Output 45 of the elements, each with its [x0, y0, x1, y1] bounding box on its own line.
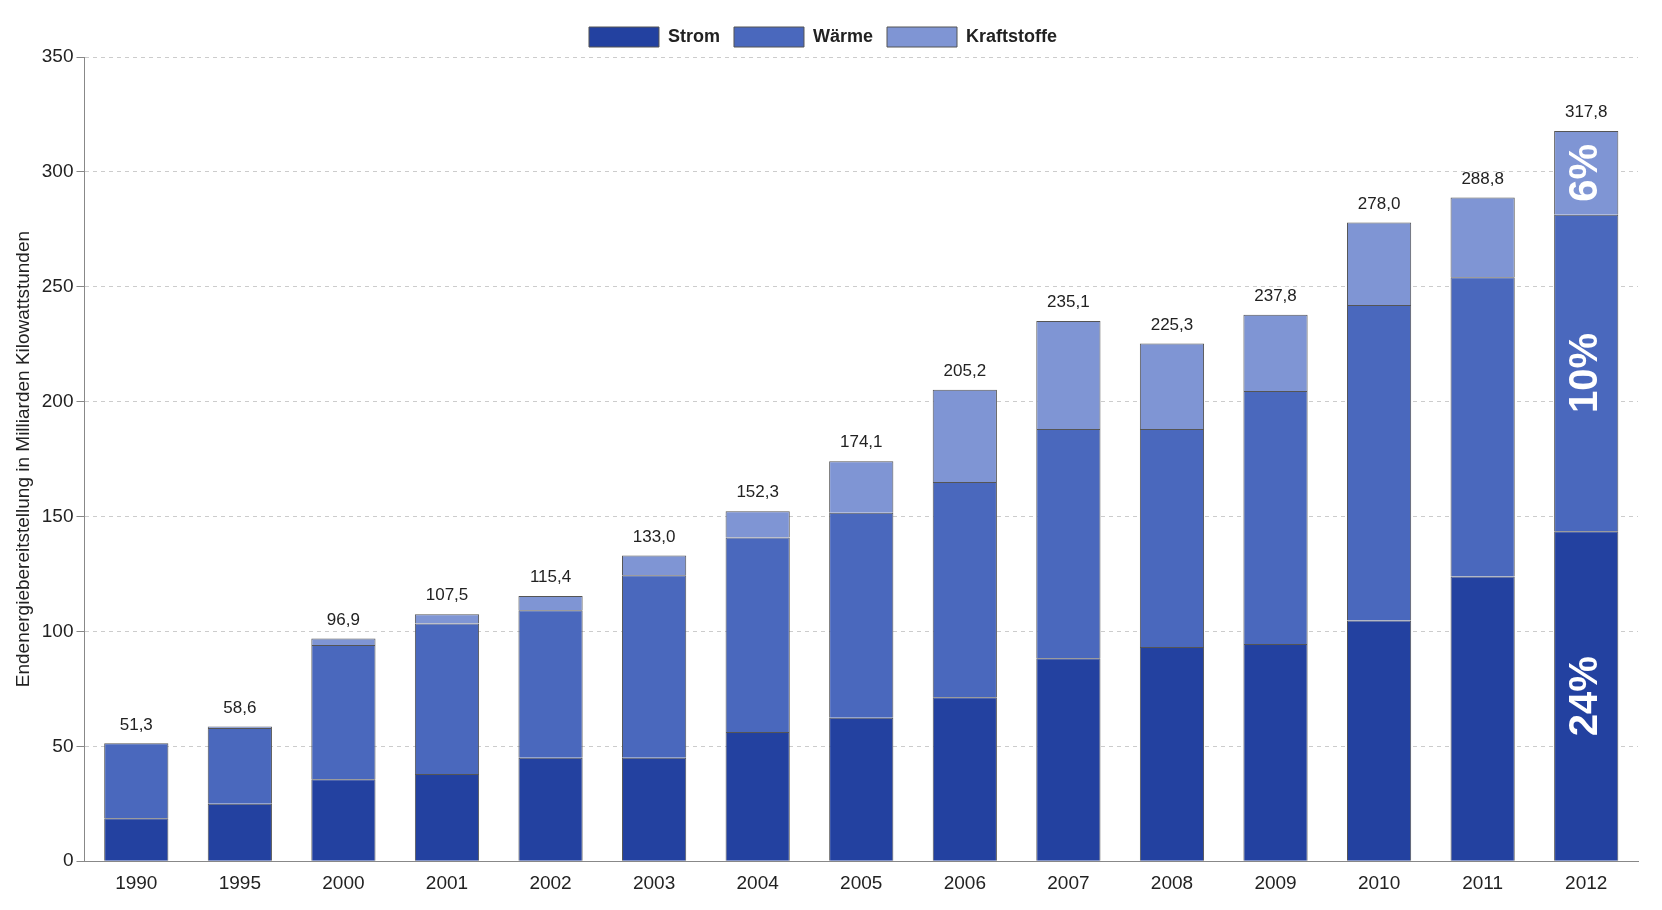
x-tick-label: 2005 [840, 871, 883, 893]
total-label: 51,3 [119, 714, 153, 734]
x-tick-label: 2001 [425, 871, 469, 893]
x-tick-label: 2000 [322, 871, 365, 893]
x-tick-label: 2012 [1565, 871, 1608, 893]
total-label: 174,1 [839, 432, 883, 452]
total-label: 58,6 [223, 697, 257, 717]
legend-label: Kraftstoffe [966, 25, 1058, 46]
y-tick-label: 200 [41, 389, 74, 411]
x-tick-label: 1990 [115, 871, 158, 893]
total-label: 107,5 [425, 585, 469, 605]
x-tick-label: 2010 [1357, 871, 1401, 893]
total-label: 278,0 [1357, 193, 1401, 213]
y-tick-label: 0 [62, 849, 74, 871]
y-tick-label: 300 [41, 160, 74, 182]
x-tick-label: 1995 [218, 871, 261, 893]
x-tick-label: 2006 [943, 871, 986, 893]
legend-label: Wärme [812, 25, 874, 46]
total-label: 115,4 [529, 567, 572, 587]
annotation: 10% [1561, 333, 1606, 414]
x-tick-label: 2004 [736, 871, 780, 893]
total-label: 133,0 [632, 526, 676, 546]
y-tick-label: 100 [41, 619, 74, 641]
y-tick-label: 250 [41, 275, 74, 297]
legend-label: Strom [667, 25, 720, 46]
total-label: 152,3 [736, 482, 779, 502]
annotation: 6% [1561, 144, 1606, 202]
total-label: 237,8 [1254, 285, 1297, 305]
y-tick-label: 150 [41, 504, 74, 526]
total-label: 288,8 [1461, 168, 1504, 188]
total-label: 205,2 [943, 360, 987, 380]
x-tick-label: 2009 [1254, 871, 1297, 893]
y-tick-label: 350 [41, 45, 74, 67]
y-axis-title: Endenergiebereitstellung in Milliarden Kilowattstunden [11, 230, 33, 688]
total-label: 317,8 [1564, 102, 1608, 122]
annotation: 24% [1561, 656, 1606, 737]
total-label: 96,9 [326, 609, 360, 629]
x-tick-label: 2003 [632, 871, 676, 893]
x-tick-label: 2011 [1462, 871, 1504, 893]
total-label: 235,1 [1047, 292, 1090, 312]
x-tick-label: 2008 [1150, 871, 1194, 893]
x-tick-label: 2007 [1047, 871, 1090, 893]
total-label: 225,3 [1150, 314, 1194, 334]
y-tick-label: 50 [52, 734, 74, 756]
x-tick-label: 2002 [529, 871, 572, 893]
